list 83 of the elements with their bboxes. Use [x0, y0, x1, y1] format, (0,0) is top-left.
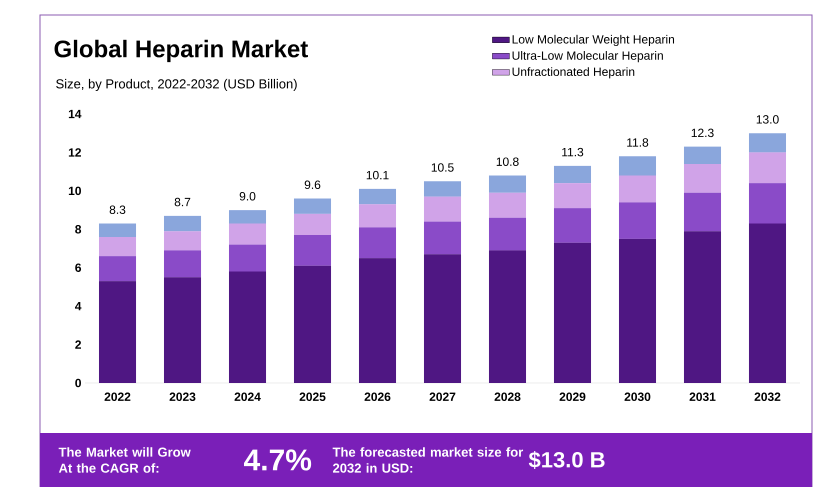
bar [488, 250, 526, 383]
x-tick-label: 2029 [560, 392, 586, 401]
y-tick-label: 8 [75, 224, 82, 234]
legend-label: Low Molecular Weight Heparin [512, 34, 674, 46]
total-label: 10.5 [432, 162, 454, 172]
x-tick-label: 2028 [494, 392, 520, 401]
y-tick-label: 6 [75, 263, 82, 272]
total-label: 11.8 [627, 138, 648, 146]
bar [98, 280, 136, 383]
bar [294, 266, 332, 383]
bar [228, 244, 266, 272]
text: $13.0 B [528, 450, 605, 469]
bar [618, 156, 656, 176]
bar [554, 208, 592, 242]
total-label: 10.8 [496, 157, 519, 166]
bar [98, 256, 136, 281]
bar [358, 227, 396, 258]
bar [488, 175, 526, 193]
total-label: 10.1 [366, 170, 389, 180]
chart-subtitle: Size, by Product, 2022-2032 (USD Billion) [56, 78, 297, 91]
bar [488, 218, 526, 250]
x-tick-label: 2022 [104, 392, 130, 401]
bar [684, 164, 722, 193]
bar [98, 236, 136, 256]
bar [294, 198, 332, 214]
bar [554, 166, 592, 183]
bar [424, 196, 462, 222]
bar [618, 202, 656, 239]
bar [358, 188, 396, 204]
x-tick-label: 2027 [430, 392, 456, 401]
y-tick-label: 2 [75, 340, 81, 349]
total-label: 11.3 [562, 148, 584, 156]
total-label: 9.6 [304, 180, 320, 189]
x-tick-label: 2025 [300, 392, 326, 401]
bar [164, 230, 202, 250]
bar [228, 271, 266, 383]
x-tick-label: 2031 [690, 392, 716, 401]
text: 4.7% [244, 449, 312, 470]
total-label: 9.0 [240, 192, 256, 200]
y-tick-label: 14 [68, 110, 82, 118]
total-label: 12.3 [692, 128, 714, 137]
bar [748, 152, 786, 183]
bar [424, 181, 462, 196]
bar [684, 146, 722, 164]
bar [98, 223, 136, 237]
text: The Market will Grow At the CAGR of: [58, 446, 191, 473]
bar [684, 230, 722, 383]
bar [748, 182, 786, 224]
total-label: 8.7 [174, 198, 190, 206]
bar [748, 223, 786, 383]
x-tick-label: 2024 [234, 392, 261, 401]
x-tick-label: 2032 [754, 392, 780, 401]
bar [618, 175, 656, 202]
legend-label: Unfractionated Heparin [512, 66, 634, 78]
bar [618, 238, 656, 383]
bar [228, 223, 266, 244]
bar [554, 242, 592, 383]
y-tick-label: 12 [68, 148, 81, 156]
bar [164, 277, 202, 383]
y-tick-label: 4 [74, 302, 82, 310]
x-tick-label: 2023 [170, 392, 196, 401]
x-tick-label: 2026 [364, 392, 390, 401]
bar [424, 221, 462, 254]
bar [488, 192, 526, 218]
total-label: 8.3 [110, 205, 126, 214]
text: The forecasted market size for 2032 in USD: [332, 446, 524, 473]
bar [358, 204, 396, 228]
x-tick-label: 2030 [624, 392, 650, 401]
bar [554, 182, 592, 208]
bar [164, 250, 202, 278]
bar [424, 254, 462, 383]
bar [684, 192, 722, 231]
chart-title: Global Heparin Market [54, 40, 308, 62]
bar [294, 234, 332, 266]
bar [748, 132, 786, 152]
y-tick-label: 0 [75, 378, 81, 387]
total-label: 13.0 [756, 114, 779, 124]
bar [358, 258, 396, 383]
bar [164, 216, 202, 231]
bar [294, 214, 332, 235]
legend-label: Ultra-Low Molecular Heparin [512, 50, 663, 62]
y-tick-label: 10 [68, 186, 81, 195]
bar [228, 210, 266, 224]
